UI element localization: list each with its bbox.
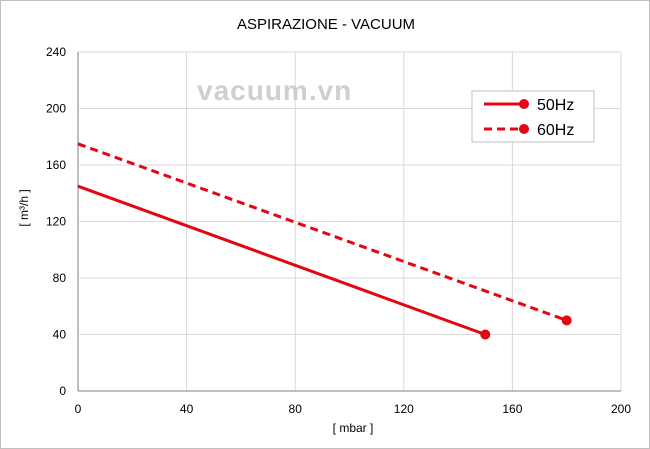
x-tick-label: 0: [75, 402, 82, 416]
y-tick-label: 0: [59, 384, 66, 398]
series-line-50Hz: [77, 184, 486, 336]
legend-marker-50Hz: [519, 99, 529, 109]
y-tick-label: 160: [46, 158, 66, 172]
data-point-60Hz: [561, 315, 572, 326]
y-axis-label: [ m³/h ]: [17, 189, 31, 226]
x-axis-label: [ mbar ]: [333, 421, 374, 435]
x-tick-label: 40: [180, 402, 194, 416]
x-tick-label: 200: [611, 402, 631, 416]
x-tick-label: 120: [394, 402, 414, 416]
y-tick-label: 40: [53, 328, 67, 342]
legend-marker-60Hz: [519, 124, 529, 134]
data-point-50Hz: [480, 329, 491, 340]
y-tick-label: 200: [46, 102, 66, 116]
series-line-60Hz: [77, 142, 568, 322]
x-tick-label: 160: [502, 402, 522, 416]
y-tick-label: 80: [53, 271, 67, 285]
legend-label-50Hz: 50Hz: [537, 97, 574, 114]
legend-label-60Hz: 60Hz: [537, 122, 574, 139]
chart-title: ASPIRAZIONE - VACUUM: [237, 16, 415, 33]
legend: 50Hz 60Hz: [471, 90, 595, 143]
watermark-logo: vacuum.vn: [197, 75, 352, 106]
y-tick-label: 120: [46, 215, 66, 229]
x-tick-label: 80: [289, 402, 303, 416]
y-tick-label: 240: [46, 45, 66, 59]
